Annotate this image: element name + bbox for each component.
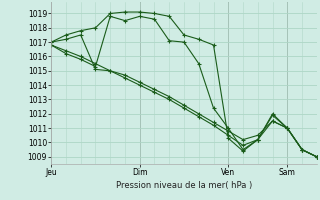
X-axis label: Pression niveau de la mer( hPa ): Pression niveau de la mer( hPa ): [116, 181, 252, 190]
